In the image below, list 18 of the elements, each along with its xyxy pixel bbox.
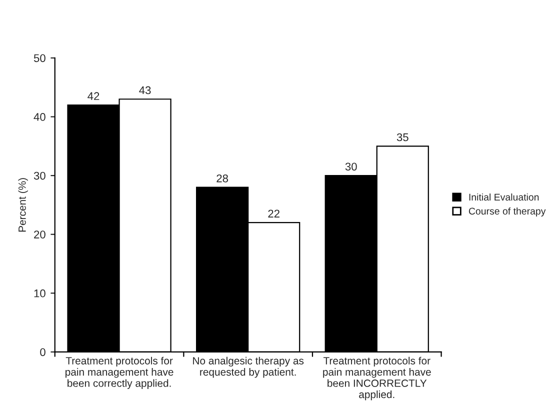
data-label: 35 [396, 133, 408, 142]
x-tick-label: Treatment protocols for pain management have been INCORRECTLY applied. [323, 356, 431, 400]
y-tick-label: 10 [34, 289, 46, 298]
y-axis-title: Percent (%) [18, 178, 28, 232]
data-label: 43 [139, 86, 151, 94]
y-tick-label: 20 [34, 230, 46, 238]
y-tick-label: 30 [34, 172, 46, 180]
data-label: 30 [345, 162, 357, 171]
data-label: 42 [88, 92, 100, 100]
y-tick-label: 50 [34, 54, 46, 62]
y-tick-label: 0 [40, 348, 46, 356]
data-label: 28 [216, 174, 228, 182]
y-tick-label: 40 [34, 113, 46, 121]
data-label: 22 [268, 210, 280, 218]
x-tick-label: No analgesic therapy as requested by patient. [193, 356, 304, 378]
x-tick-label: Treatment protocols for pain management have been correctly applied. [66, 356, 174, 389]
legend-label: Course of therapy [468, 207, 546, 217]
legend-label: Initial Evaluation [469, 193, 539, 201]
